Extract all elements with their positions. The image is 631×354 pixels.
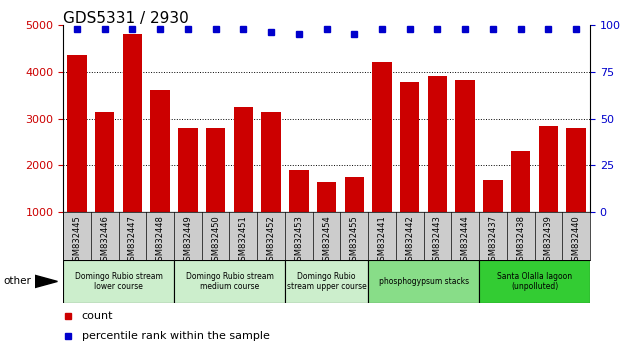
Bar	[68, 55, 86, 212]
Text: GSM832441: GSM832441	[377, 215, 387, 266]
Bar	[511, 152, 531, 212]
Bar	[178, 128, 198, 212]
Text: other: other	[3, 276, 31, 286]
Bar	[483, 179, 503, 212]
FancyBboxPatch shape	[479, 260, 590, 303]
Text: GSM832445: GSM832445	[73, 215, 81, 266]
Bar	[372, 62, 392, 212]
Bar	[261, 112, 281, 212]
FancyBboxPatch shape	[63, 260, 174, 303]
Text: GSM832440: GSM832440	[572, 215, 581, 266]
Text: Domingo Rubio
stream upper course: Domingo Rubio stream upper course	[286, 272, 367, 291]
Text: GSM832449: GSM832449	[184, 215, 192, 266]
FancyBboxPatch shape	[174, 260, 285, 303]
Bar	[122, 34, 142, 212]
Bar	[206, 128, 225, 212]
Bar	[539, 126, 558, 212]
Text: GSM832452: GSM832452	[266, 215, 276, 266]
Polygon shape	[35, 275, 57, 287]
Bar	[233, 107, 253, 212]
Text: GSM832450: GSM832450	[211, 215, 220, 266]
Text: GSM832444: GSM832444	[461, 215, 469, 266]
Text: GSM832447: GSM832447	[128, 215, 137, 266]
Text: GSM832438: GSM832438	[516, 215, 525, 266]
Text: GDS5331 / 2930: GDS5331 / 2930	[63, 11, 189, 25]
FancyBboxPatch shape	[285, 260, 368, 303]
Text: percentile rank within the sample: percentile rank within the sample	[81, 331, 269, 341]
Bar	[400, 82, 420, 212]
Text: Domingo Rubio stream
medium course: Domingo Rubio stream medium course	[186, 272, 273, 291]
Text: Domingo Rubio stream
lower course: Domingo Rubio stream lower course	[74, 272, 163, 291]
Bar	[150, 90, 170, 212]
Bar	[289, 170, 309, 212]
Bar	[345, 177, 364, 212]
Text: GSM832439: GSM832439	[544, 215, 553, 266]
Text: GSM832455: GSM832455	[350, 215, 359, 266]
Bar	[456, 80, 475, 212]
Text: GSM832442: GSM832442	[405, 215, 414, 266]
Text: GSM832446: GSM832446	[100, 215, 109, 266]
Text: GSM832443: GSM832443	[433, 215, 442, 266]
Text: GSM832448: GSM832448	[156, 215, 165, 266]
Text: GSM832437: GSM832437	[488, 215, 497, 266]
FancyBboxPatch shape	[368, 260, 479, 303]
Text: count: count	[81, 311, 113, 321]
Text: Santa Olalla lagoon
(unpolluted): Santa Olalla lagoon (unpolluted)	[497, 272, 572, 291]
Bar	[317, 182, 336, 212]
Bar	[428, 76, 447, 212]
Bar	[567, 128, 586, 212]
Text: GSM832453: GSM832453	[294, 215, 304, 266]
Bar	[95, 112, 114, 212]
Text: phosphogypsum stacks: phosphogypsum stacks	[379, 277, 469, 286]
Text: GSM832451: GSM832451	[239, 215, 248, 266]
Text: GSM832454: GSM832454	[322, 215, 331, 266]
